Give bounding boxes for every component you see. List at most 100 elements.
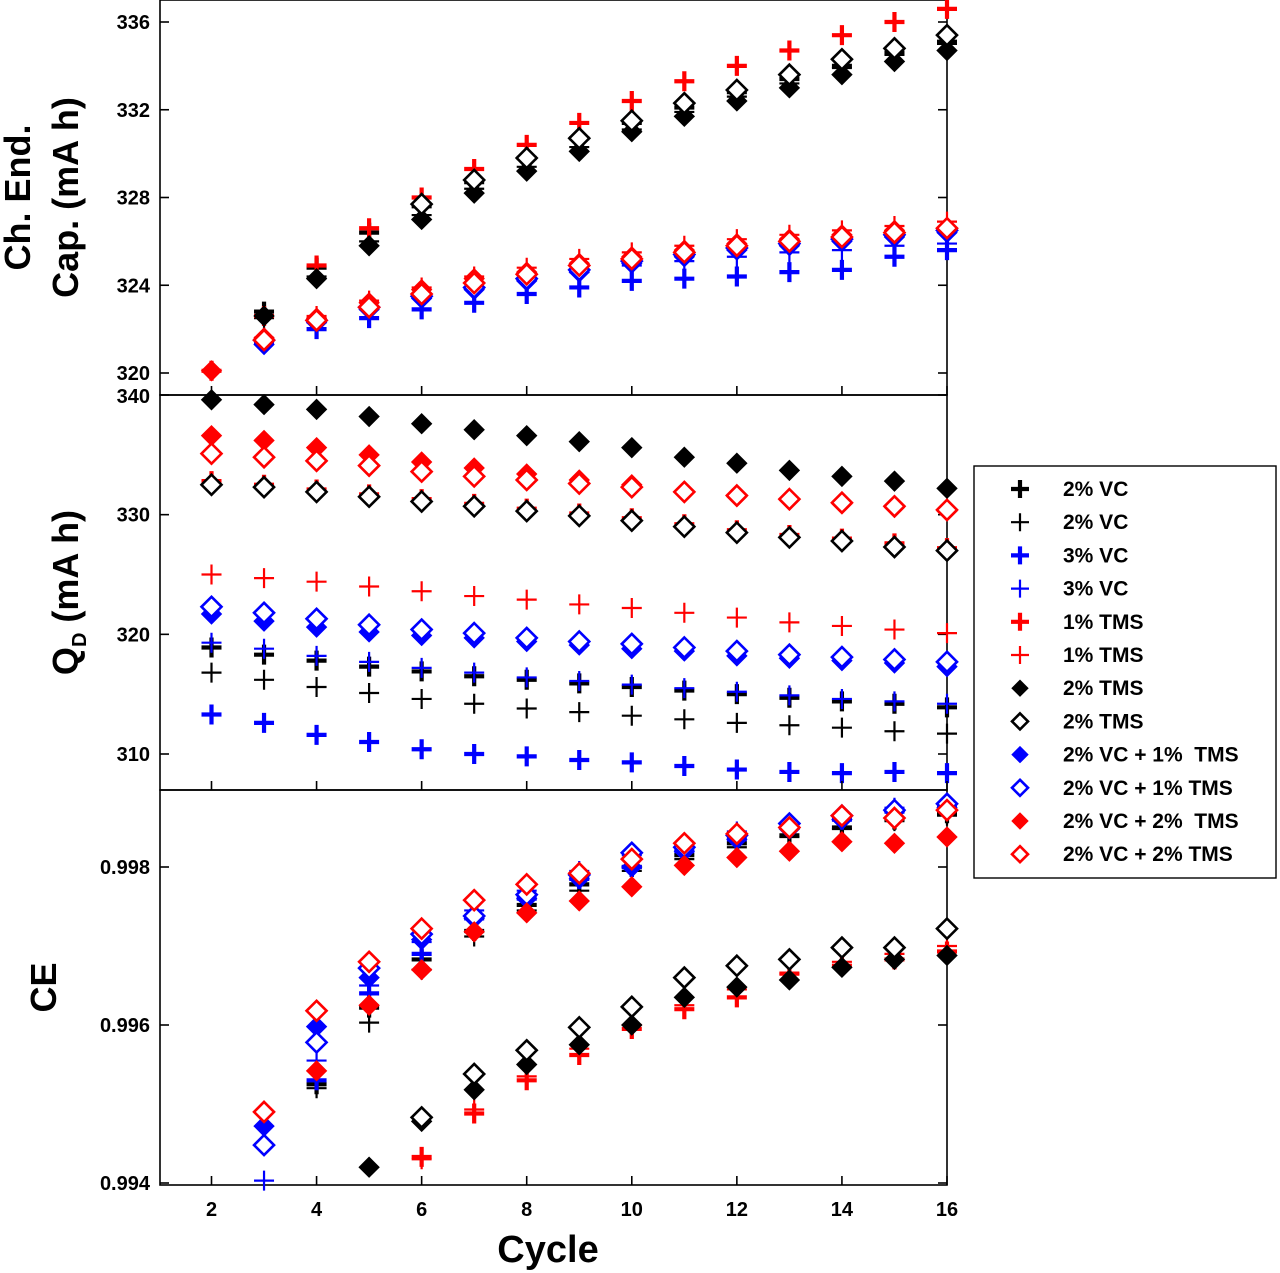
legend-item: 3% VC <box>1011 578 1128 601</box>
data-point <box>831 717 852 738</box>
data-point <box>621 752 642 773</box>
y-tick-label: 336 <box>117 12 150 34</box>
x-axis-title: Cycle <box>497 1229 598 1271</box>
x-tick-label: 14 <box>831 1199 854 1221</box>
data-point <box>725 639 749 663</box>
data-point <box>830 47 854 72</box>
data-point <box>514 1038 539 1063</box>
data-point <box>304 480 329 504</box>
data-point <box>304 448 329 473</box>
legend-label: 2% VC + 1% TMS <box>1063 777 1233 800</box>
data-point <box>569 702 590 723</box>
legend-label: 2% VC + 2% TMS <box>1063 810 1239 833</box>
data-point <box>830 529 854 553</box>
data-point <box>199 594 224 619</box>
data-point <box>830 645 854 669</box>
data-point <box>779 612 800 633</box>
legend-label: 2% VC + 2% TMS <box>1063 843 1233 866</box>
legend-label: 3% VC <box>1063 578 1128 601</box>
data-point <box>935 916 959 941</box>
legend-marker <box>1011 812 1029 830</box>
series-3-vc-plus-bold <box>306 795 957 1091</box>
data-point <box>305 398 328 421</box>
data-point <box>831 25 852 46</box>
data-point <box>359 682 380 703</box>
data-point <box>410 958 433 981</box>
data-point <box>884 721 905 742</box>
data-point <box>883 470 906 492</box>
data-point <box>252 475 276 499</box>
data-point <box>304 308 329 333</box>
data-point <box>937 763 957 784</box>
legend-label: 2% VC + 1% TMS <box>1063 744 1239 767</box>
data-point <box>411 739 432 760</box>
data-point <box>567 126 592 151</box>
y-tick-label: 328 <box>117 188 150 210</box>
data-point <box>672 91 697 116</box>
panel-discharge: 310 320 330 340 QD (mA h) <box>45 386 959 791</box>
data-point <box>199 441 224 466</box>
series-2-tms-diamond-open <box>199 472 959 563</box>
data-point <box>725 483 749 508</box>
data-point <box>726 712 747 733</box>
data-point <box>777 525 802 550</box>
series-2-vc-2-tms-diamond-open <box>199 441 959 522</box>
data-point <box>882 220 907 245</box>
data-point <box>672 965 697 990</box>
x-tick-label: 6 <box>416 1199 427 1221</box>
data-point <box>883 948 906 971</box>
data-point <box>199 472 224 497</box>
data-point <box>358 405 380 428</box>
data-point <box>830 935 854 960</box>
panel-ce: 0.994 0.996 0.998 CE <box>23 789 959 1195</box>
data-point <box>674 602 695 623</box>
data-point <box>252 1133 276 1157</box>
data-point <box>672 240 697 265</box>
data-point <box>777 487 802 511</box>
data-point <box>937 693 957 714</box>
data-point <box>725 821 749 846</box>
data-point <box>831 465 853 488</box>
data-point <box>619 632 644 656</box>
data-point <box>514 499 539 523</box>
data-point <box>674 678 695 699</box>
y-axis-title-line: Cap. (mA h) <box>45 97 86 298</box>
data-point <box>516 160 538 182</box>
data-point <box>672 480 697 504</box>
data-point <box>568 1034 590 1056</box>
data-point <box>201 564 222 585</box>
x-tick-label: 16 <box>936 1199 958 1221</box>
legend-label: 2% TMS <box>1063 710 1144 733</box>
x-tick-label: 8 <box>521 1199 532 1221</box>
data-point <box>254 1170 275 1191</box>
data-point <box>409 916 434 941</box>
data-point <box>779 685 800 706</box>
legend-item: 1% TMS <box>1011 611 1144 634</box>
data-point <box>937 723 957 744</box>
legend-label: 2% VC <box>1063 478 1128 501</box>
data-point <box>306 571 327 592</box>
data-point <box>569 749 590 770</box>
data-point <box>830 803 854 828</box>
data-point <box>726 266 747 287</box>
data-point <box>516 667 537 688</box>
data-point <box>516 1053 538 1076</box>
data-point <box>884 691 905 712</box>
series-3-vc-plus-bold <box>201 704 957 784</box>
data-point <box>569 594 590 615</box>
data-point <box>831 259 852 280</box>
y-tick-label: 0.994 <box>100 1173 151 1195</box>
data-point <box>463 418 485 441</box>
data-point <box>672 514 697 539</box>
data-point <box>621 1014 643 1036</box>
data-point <box>673 446 696 468</box>
y-tick-label: 332 <box>117 100 150 122</box>
data-point <box>254 568 275 589</box>
data-point <box>411 581 432 602</box>
data-point <box>516 424 538 447</box>
legend-marker <box>1011 745 1029 764</box>
legend-marker <box>1011 646 1029 664</box>
data-point <box>674 755 695 776</box>
series-2-vc-2-tms-diamond-filled <box>305 826 958 1082</box>
